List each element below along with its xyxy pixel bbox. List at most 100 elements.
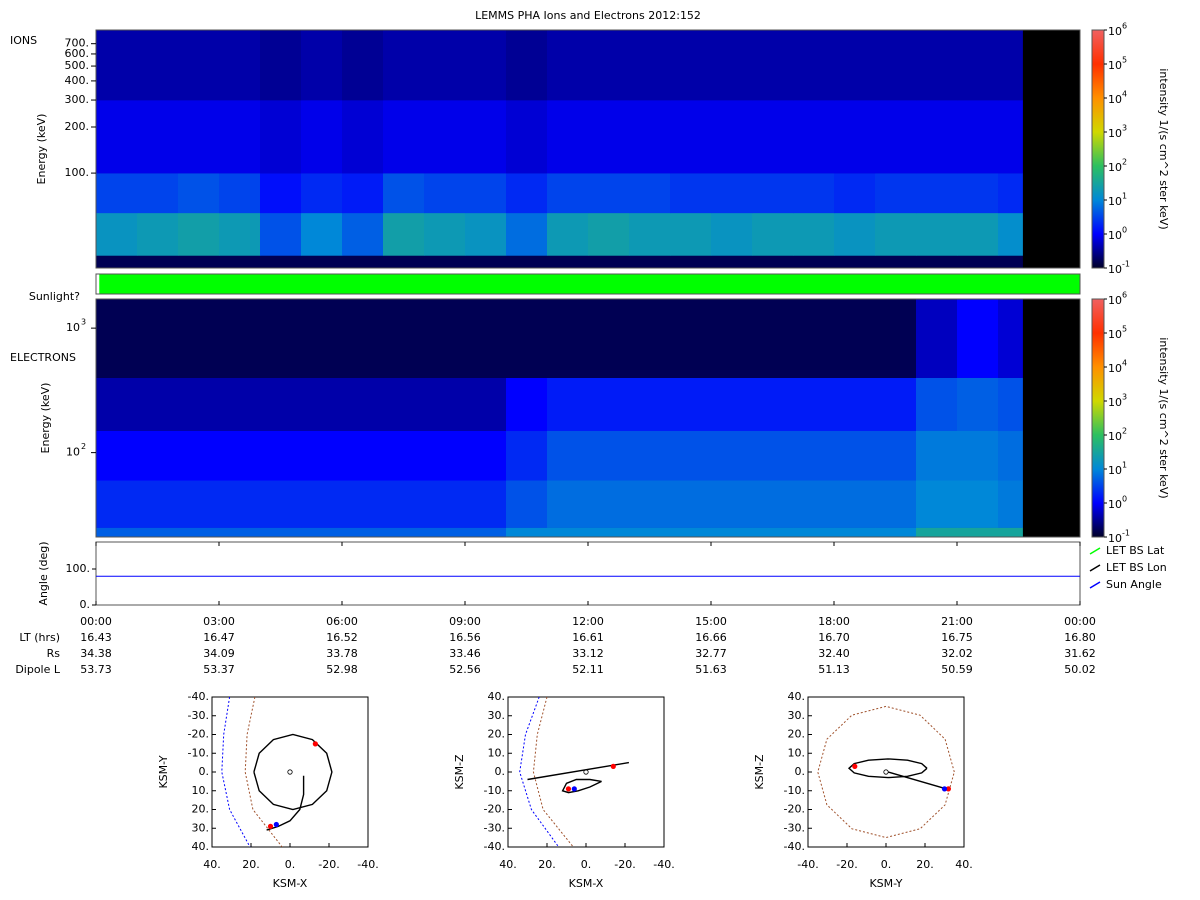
- heatmap-cell: [957, 30, 999, 101]
- heatmap-cell: [219, 173, 261, 214]
- heatmap-cell: [711, 100, 753, 174]
- heatmap-cell: [137, 377, 179, 432]
- heatmap-cell: [998, 212, 1023, 256]
- heatmap-cell: [916, 173, 958, 214]
- heatmap-cell: [547, 100, 589, 174]
- y-tick-label: 30.: [788, 709, 806, 722]
- heatmap-cell: [96, 30, 138, 101]
- heatmap-cell: [998, 480, 1023, 528]
- ephemeris-value: 53.37: [203, 663, 235, 676]
- heatmap-cell: [465, 30, 507, 101]
- heatmap-cell: [260, 527, 302, 538]
- heatmap-cell: [998, 527, 1023, 538]
- heatmap-cell: [465, 212, 507, 256]
- chart-title: LEMMS PHA Ions and Electrons 2012:152: [475, 9, 701, 22]
- heatmap-cell: [219, 527, 261, 538]
- y-tick-label: -30.: [188, 709, 209, 722]
- heatmap-cell: [916, 480, 958, 528]
- heatmap-cell: [752, 527, 794, 538]
- x-tick-label: 03:00: [203, 615, 235, 628]
- heatmap-cell: [547, 30, 589, 101]
- x-tick-label: 0.: [881, 858, 892, 871]
- y-tick-label: 20.: [788, 728, 806, 741]
- y-tick-label: 40.: [488, 690, 506, 703]
- heatmap-cell: [957, 480, 999, 528]
- x-tick-label: 06:00: [326, 615, 358, 628]
- y-tick-label: 10.: [488, 746, 506, 759]
- heatmap-cell: [957, 255, 999, 269]
- position-marker: [267, 823, 274, 829]
- heatmap-cell: [424, 100, 466, 174]
- position-marker: [571, 786, 577, 792]
- heatmap-cell: [998, 173, 1023, 214]
- heatmap-cell: [96, 377, 138, 432]
- heatmap-cell: [916, 430, 958, 481]
- planet: [883, 769, 889, 775]
- heatmap-cell: [588, 527, 630, 538]
- x-tick-label: 20.: [538, 858, 556, 871]
- heatmap-cell: [916, 527, 958, 538]
- x-axis-label: KSM-Y: [869, 877, 902, 890]
- heatmap-cell: [629, 173, 671, 214]
- tick-exponent: 1: [1122, 192, 1127, 201]
- heatmap-cell: [96, 480, 138, 528]
- heatmap-cell: [301, 173, 343, 214]
- heatmap-cell: [301, 100, 343, 174]
- tick-label: 10: [1108, 498, 1122, 511]
- legend-label: LET BS Lon: [1106, 561, 1167, 574]
- heatmap-cell: [260, 173, 302, 214]
- heatmap-cell: [342, 299, 384, 378]
- heatmap-cell: [629, 299, 671, 378]
- heatmap-cell: [670, 299, 712, 378]
- heatmap-cell: [424, 377, 466, 432]
- heatmap-cell: [178, 299, 220, 378]
- y-tick-label: -10.: [784, 784, 805, 797]
- y-tick-label: 10.: [788, 746, 806, 759]
- y-tick-label: -20.: [484, 803, 505, 816]
- heatmap-cell: [875, 299, 917, 378]
- ephemeris-value: 52.56: [449, 663, 481, 676]
- heatmap-cell: [916, 100, 958, 174]
- heatmap-cell: [998, 30, 1023, 101]
- heatmap-cell: [916, 377, 958, 432]
- heatmap-cell: [998, 100, 1023, 174]
- tick-label: 10: [1108, 362, 1122, 375]
- heatmap-cell: [588, 255, 630, 269]
- heatmap-cell: [711, 299, 753, 378]
- heatmap-cell: [506, 255, 548, 269]
- heatmap-cell: [301, 430, 343, 481]
- heatmap-cell: [137, 212, 179, 256]
- heatmap-cell: [219, 100, 261, 174]
- tick-exponent: 0: [1122, 495, 1127, 504]
- ephemeris-value: 16.43: [80, 631, 112, 644]
- heatmap-cell: [588, 173, 630, 214]
- heatmap-cell: [629, 255, 671, 269]
- heatmap-cell: [711, 212, 753, 256]
- tick-label: 10: [1108, 59, 1122, 72]
- heatmap-cell: [752, 212, 794, 256]
- y-tick-label: 20.: [192, 803, 210, 816]
- heatmap-cell: [260, 255, 302, 269]
- heatmap-cell: [137, 430, 179, 481]
- boundary-curve: [244, 697, 283, 847]
- heatmap-cell: [834, 480, 876, 528]
- heatmap-cell: [383, 377, 425, 432]
- ephemeris-value: 16.70: [818, 631, 850, 644]
- ephemeris-value: 50.59: [941, 663, 973, 676]
- heatmap-cell: [752, 480, 794, 528]
- heatmap-cell: [424, 527, 466, 538]
- heatmap-cell: [506, 377, 548, 432]
- ephemeris-value: 16.61: [572, 631, 604, 644]
- ephemeris-value: 32.77: [695, 647, 727, 660]
- heatmap-cell: [383, 173, 425, 214]
- y-axis-label: KSM-Z: [453, 754, 466, 790]
- tick-exponent: 2: [1122, 427, 1127, 436]
- y-tick-label: 0.: [80, 598, 91, 611]
- x-tick-label: 21:00: [941, 615, 973, 628]
- tick-label: 600.: [65, 47, 90, 60]
- heatmap-cell: [670, 255, 712, 269]
- x-tick-label: 18:00: [818, 615, 850, 628]
- y-tick-label: 40.: [192, 840, 210, 853]
- tick-label: 10: [1108, 161, 1122, 174]
- heatmap-cell: [588, 100, 630, 174]
